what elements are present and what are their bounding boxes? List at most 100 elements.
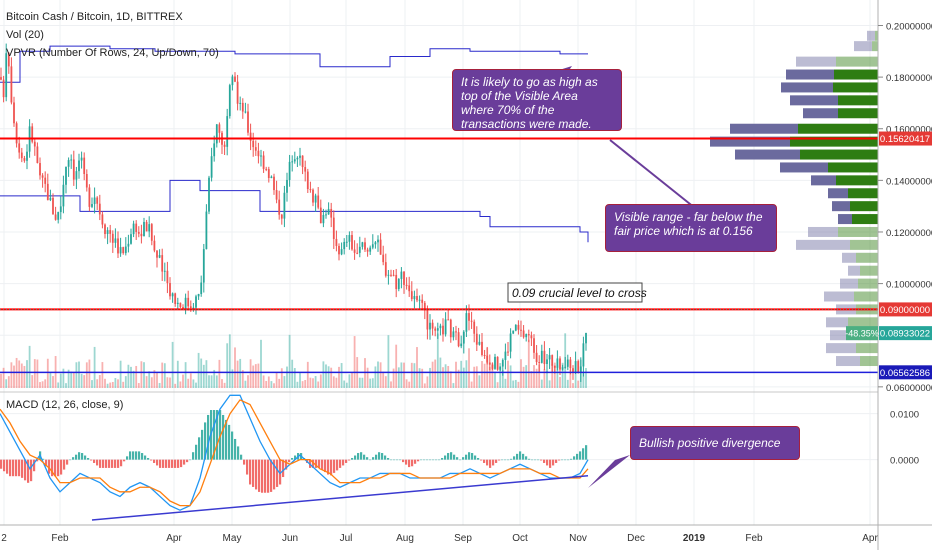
volume-bar (553, 362, 556, 388)
macd-histogram-bar (465, 454, 468, 460)
volume-bar (163, 363, 166, 388)
vpvr-up-bar (836, 56, 878, 67)
candle-body (158, 255, 161, 258)
candle-body (374, 242, 377, 245)
macd-histogram-bar (402, 459, 405, 463)
candle-body (512, 330, 515, 334)
candle-body (421, 299, 424, 303)
candle-body (75, 171, 78, 180)
volume-bar (52, 376, 54, 388)
candle-body (582, 343, 585, 367)
candle-body (176, 302, 179, 305)
volume-bar (288, 334, 291, 388)
candle-body (494, 356, 496, 369)
candle-body (239, 102, 242, 104)
candle-body (210, 156, 213, 178)
y-tick-label: 0.12000000 (886, 228, 932, 239)
volume-bar (574, 370, 577, 388)
macd-histogram-bar (330, 459, 333, 476)
vpvr-up-bar (858, 278, 878, 289)
macd-histogram-bar (570, 458, 573, 460)
macd-histogram-bar (339, 459, 342, 468)
x-tick-label: Aug (396, 533, 414, 544)
candle-body (156, 250, 158, 258)
volume-bar (483, 363, 486, 388)
macd-histogram-bar (567, 459, 570, 461)
volume-bar (106, 383, 109, 388)
volume-bar (488, 366, 491, 388)
vpvr-down-bar (828, 188, 848, 199)
candle-body (119, 247, 122, 254)
macd-histogram-bar (108, 459, 111, 468)
candle-body (397, 278, 400, 290)
macd-line (0, 394, 589, 511)
macd-histogram-bar (249, 459, 252, 485)
candle-body (491, 364, 494, 369)
candle-body (423, 302, 426, 311)
macd-histogram-bar (420, 459, 423, 461)
candle-body (140, 233, 143, 237)
candle-body (585, 332, 587, 344)
volume-bar (104, 378, 106, 388)
vpvr-down-bar (848, 265, 860, 276)
volume-bar (174, 383, 177, 388)
level-price-tag-text: 0.06562586 (880, 368, 930, 379)
crucial-level-label: 0.09 crucial level to cross (507, 282, 647, 303)
candle-body (579, 366, 582, 373)
candle-body (535, 352, 538, 363)
candle-body (312, 189, 314, 203)
candle-body (260, 155, 262, 157)
volume-bar (127, 364, 130, 388)
candle-body (275, 190, 278, 200)
candle-body (533, 338, 535, 353)
candle-body (205, 211, 208, 250)
volume-bar (234, 347, 236, 388)
candle-body (387, 274, 390, 276)
macd-histogram-bar (543, 459, 546, 463)
volume-bar (465, 360, 468, 388)
macd-histogram-bar (489, 459, 492, 468)
macd-histogram-bar (282, 459, 285, 478)
macd-histogram-bar (366, 457, 369, 460)
volume-bar (195, 382, 197, 388)
candle-body (525, 334, 528, 338)
volume-bar (481, 361, 483, 388)
macd-histogram-bar (351, 457, 354, 460)
volume-bar (442, 367, 444, 388)
candle-body (283, 192, 286, 219)
vpvr-up-bar (848, 188, 878, 199)
macd-histogram-bar (411, 459, 414, 467)
candle-body (481, 341, 483, 356)
candle-body (52, 197, 54, 215)
macd-histogram-bar (360, 452, 363, 460)
candle-body (501, 359, 504, 367)
macd-histogram-bar (72, 457, 75, 460)
candle-body (434, 328, 437, 331)
candle-body (7, 53, 10, 67)
candle-body (62, 184, 65, 207)
macd-histogram-bar (63, 459, 66, 470)
candle-body (527, 334, 530, 336)
candle-body (460, 343, 463, 347)
candle-body (54, 214, 57, 220)
macd-histogram-bar (510, 458, 513, 460)
vpvr-up-bar (833, 82, 878, 93)
volume-bar (267, 376, 270, 388)
volume-bar (98, 375, 101, 388)
volume-bar (293, 368, 296, 388)
volume-bar (210, 375, 213, 388)
macd-histogram-bar (240, 454, 243, 460)
candle-body (91, 204, 93, 207)
candle-body (218, 124, 221, 133)
callout-divergence: Bullish positive divergence (630, 426, 800, 460)
volume-bar (117, 379, 119, 388)
candle-body (13, 102, 15, 124)
volume-bar (239, 358, 242, 388)
macd-y-tick-label: 0.0000 (890, 456, 919, 467)
volume-bar (262, 375, 265, 388)
macd-histogram-bar (375, 454, 378, 460)
volume-bar (150, 377, 153, 388)
candle-body (226, 116, 229, 147)
vpvr-up-bar (800, 149, 878, 160)
candle-body (465, 313, 468, 332)
